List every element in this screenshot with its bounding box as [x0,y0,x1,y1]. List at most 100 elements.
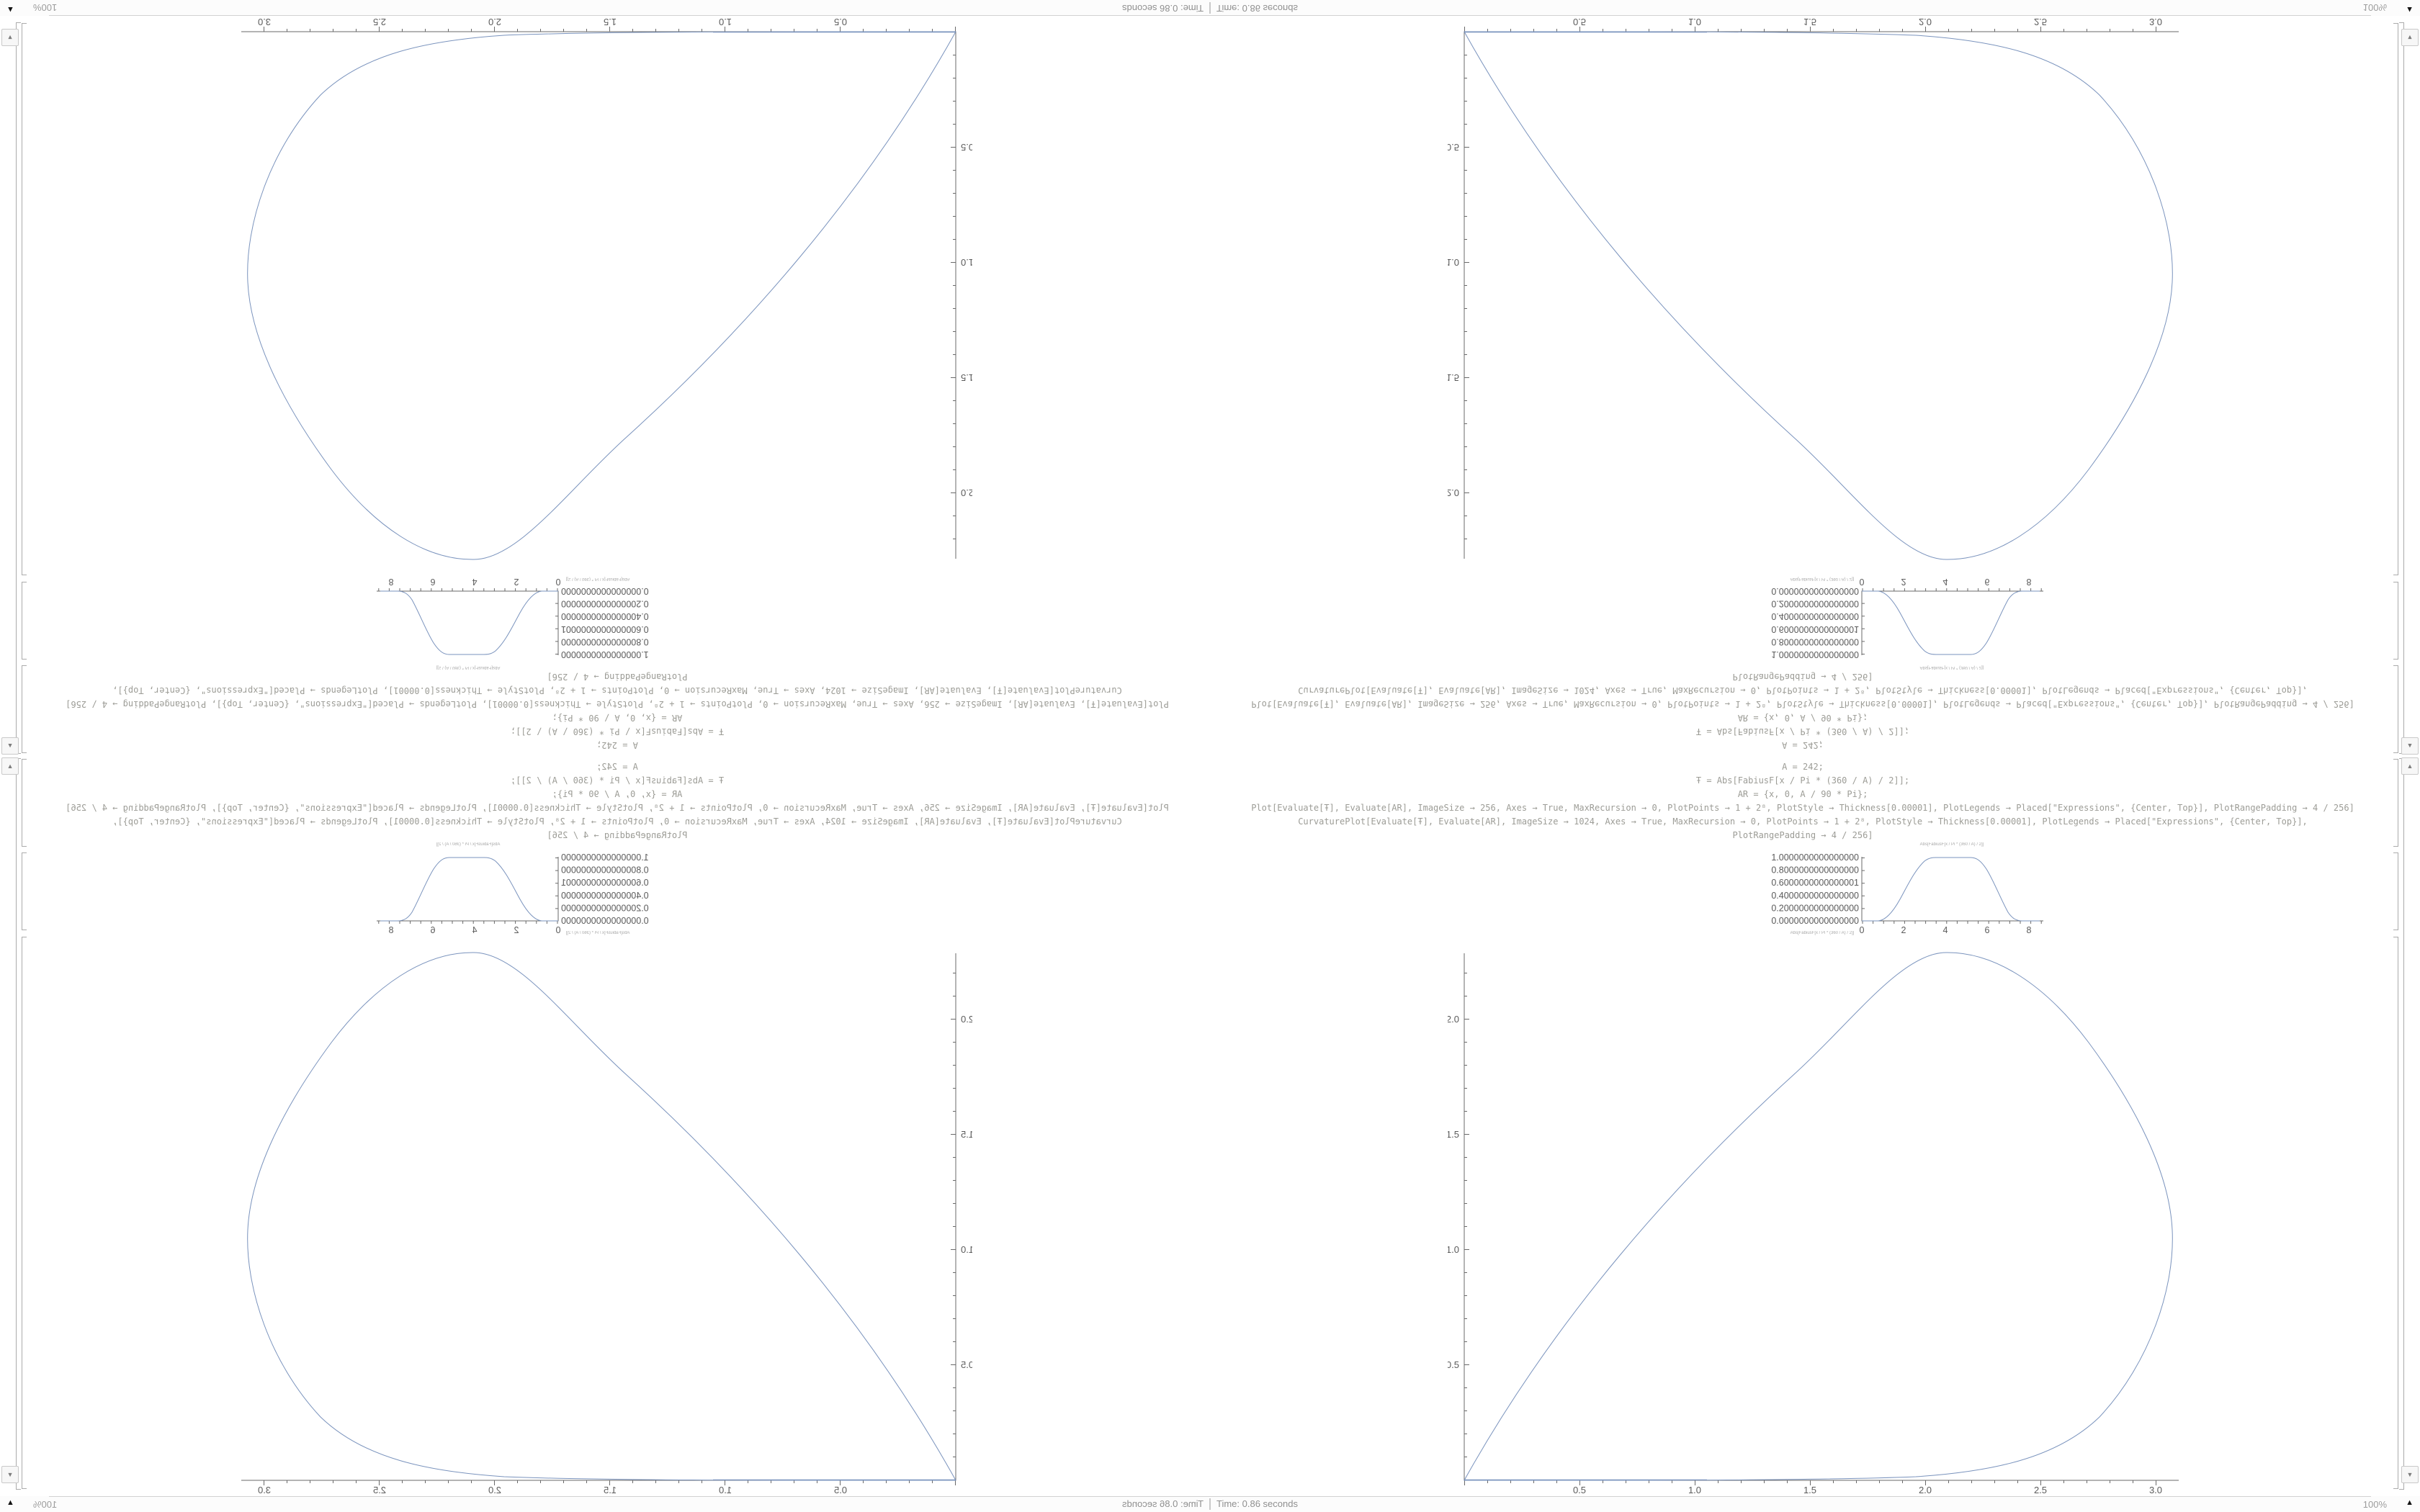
cell-bracket-small-plot[interactable] [22,582,27,660]
small-plot-y-tick: 0.2000000000000000 [1771,599,1859,609]
small-plot-x-tick: 8 [388,925,393,935]
small-plot-y-tick: 0.6000000000000001 [1771,624,1859,634]
vertical-scrollbar[interactable]: ▲ ▼ [0,756,20,1496]
window-resize-grip-icon[interactable]: ▲ [2406,1498,2414,1507]
code-line[interactable]: Plot[Evaluate[Ŧ], Evaluate[AR], ImageSiz… [1251,699,2354,709]
small-plot-y-tick: 0.2000000000000000 [561,903,649,913]
window-resize-grip-icon[interactable]: ▲ [2406,5,2414,14]
big-plot-y-tick: 1.5 [961,372,972,383]
cell-bracket-code[interactable] [22,665,27,753]
scroll-down-icon: ▼ [6,1471,14,1478]
code-line[interactable]: Ŧ = Abs[FabiusF[x / Pi * (360 / A) / 2]]… [1695,726,1910,737]
big-plot-x-tick: 1.5 [604,17,617,27]
big-plot-x-tick: 2.5 [2034,1485,2047,1495]
status-bar-border [1210,1496,2371,1497]
small-plot-legend: Abs[FabiusF[x / Pi * (360 / A) / 2]] [436,842,501,847]
code-line[interactable]: AR = {x, 0, A / 90 * Pi}; [1737,789,1868,799]
small-plot-y-tick: 0.0000000000000000 [561,586,649,596]
code-line[interactable]: Ŧ = Abs[FabiusF[x / Pi * (360 / A) / 2]]… [1695,775,1910,786]
small-plot-y-tick: 0.2000000000000000 [561,599,649,609]
cell-bracket-code[interactable] [2393,665,2398,753]
vertical-scrollbar[interactable]: ▲ ▼ [2400,16,2420,756]
big-plot-x-tick: 3.0 [258,1485,271,1495]
scroll-up-icon: ▲ [6,762,14,770]
code-line[interactable]: PlotRangePadding → 4 / 256] [1732,830,1873,840]
code-line[interactable]: PlotRangePadding → 4 / 256] [1732,672,1873,682]
big-plot-y-tick: 0.5 [961,1359,972,1370]
scroll-up-button[interactable]: ▲ [1,757,19,775]
code-line[interactable]: AR = {x, 0, A / 90 * Pi}; [552,713,683,723]
big-plot-x-tick: 1.5 [1803,17,1816,27]
small-plot-y-tick: 1.0000000000000000 [1771,649,1859,660]
status-time-text: Time: 0.86 seconds [1122,1498,1204,1509]
scroll-up-button[interactable]: ▲ [2401,757,2419,775]
cell-bracket-big-plot[interactable] [22,23,27,575]
cell-bracket-small-plot[interactable] [22,852,27,930]
big-plot-legend: Abs[FabiusF[x / Pi * (360 / A) / 2]] [565,577,630,581]
cell-bracket-big-plot[interactable] [2393,937,2398,1489]
small-plot-y-tick: 0.6000000000000001 [561,624,649,634]
magnification-level[interactable]: 100% [33,1499,58,1510]
scroll-down-button[interactable]: ▼ [1,1466,19,1483]
vertical-scrollbar[interactable]: ▲ ▼ [2400,756,2420,1496]
big-plot-y-tick: 1.0 [961,1244,972,1255]
magnification-level[interactable]: 100% [2362,1499,2387,1510]
code-line[interactable]: CurvaturePlot[Evaluate[Ŧ], Evaluate[AR],… [1298,816,2308,827]
big-plot-x-tick: 2.0 [1919,1485,1932,1495]
fabius-curve [380,857,558,922]
cell-bracket-code[interactable] [2393,759,2398,847]
code-line[interactable]: AR = {x, 0, A / 90 * Pi}; [1737,713,1868,723]
code-line[interactable]: Plot[Evaluate[Ŧ], Evaluate[AR], ImageSiz… [66,803,1169,813]
code-line[interactable]: Ŧ = Abs[FabiusF[x / Pi * (360 / A) / 2]]… [510,775,725,786]
big-plot-x-tick: 2.5 [2034,17,2047,27]
vertical-scrollbar[interactable]: ▲ ▼ [0,16,20,756]
magnification-level[interactable]: 100% [33,2,58,13]
small-plot-y-tick: 0.8000000000000000 [1771,865,1859,876]
magnification-level[interactable]: 100% [2362,2,2387,13]
small-plot-x-tick: 0 [555,577,560,587]
window-resize-grip-icon[interactable]: ▲ [6,5,14,14]
big-plot-x-tick: 0.5 [1573,1485,1586,1495]
big-plot-x-tick: 1.5 [1803,1485,1816,1495]
code-line[interactable]: CurvaturePlot[Evaluate[Ŧ], Evaluate[AR],… [112,816,1122,827]
status-bar-divider [1209,1498,1210,1510]
curvature-curve [247,31,956,560]
small-plot-y-tick: 1.0000000000000000 [561,649,649,660]
code-line[interactable]: Plot[Evaluate[Ŧ], Evaluate[AR], ImageSiz… [1251,803,2354,813]
small-plot-x-tick: 0 [1860,925,1865,935]
scroll-down-button[interactable]: ▼ [2401,1466,2419,1483]
cell-bracket-small-plot[interactable] [2393,582,2398,660]
scroll-down-icon: ▼ [6,34,14,41]
curvature-curve [1464,31,2173,560]
code-line[interactable]: PlotRangePadding → 4 / 256] [547,830,688,840]
big-plot-x-tick: 1.0 [1688,1485,1701,1495]
window-resize-grip-icon[interactable]: ▲ [6,1498,14,1507]
code-line[interactable]: A = 242; [596,740,638,750]
code-line[interactable]: Ŧ = Abs[FabiusF[x / Pi * (360 / A) / 2]]… [510,726,725,737]
scroll-up-button[interactable]: ▲ [2401,737,2419,755]
code-line[interactable]: AR = {x, 0, A / 90 * Pi}; [552,789,683,799]
small-plot-y-tick: 1.0000000000000000 [1771,852,1859,863]
big-plot-y-tick: 0.5 [1448,1359,1459,1370]
small-plot-y-tick: 0.8000000000000000 [1771,636,1859,647]
code-line[interactable]: A = 242; [1782,740,1824,750]
fabius-curve [1862,590,2040,655]
code-line[interactable]: CurvaturePlot[Evaluate[Ŧ], Evaluate[AR],… [1298,685,2308,696]
status-bar-divider [1209,2,1210,14]
status-bar: Time: 0.86 seconds 100% ▲ [1210,0,2420,16]
small-plot-y-tick: 0.8000000000000000 [561,636,649,647]
cell-bracket-code[interactable] [22,759,27,847]
code-line[interactable]: A = 242; [1782,762,1824,772]
code-line[interactable]: Plot[Evaluate[Ŧ], Evaluate[AR], ImageSiz… [66,699,1169,709]
scroll-up-button[interactable]: ▲ [1,737,19,755]
code-line[interactable]: PlotRangePadding → 4 / 256] [547,672,688,682]
cell-bracket-big-plot[interactable] [2393,23,2398,575]
scroll-down-button[interactable]: ▼ [1,29,19,46]
code-line[interactable]: A = 242; [596,762,638,772]
cell-bracket-small-plot[interactable] [2393,852,2398,930]
small-plot-y-tick: 0.0000000000000000 [561,916,649,926]
code-line[interactable]: CurvaturePlot[Evaluate[Ŧ], Evaluate[AR],… [112,685,1122,696]
scroll-down-button[interactable]: ▼ [2401,29,2419,46]
small-plot-y-tick: 0.4000000000000000 [561,891,649,901]
cell-bracket-big-plot[interactable] [22,937,27,1489]
